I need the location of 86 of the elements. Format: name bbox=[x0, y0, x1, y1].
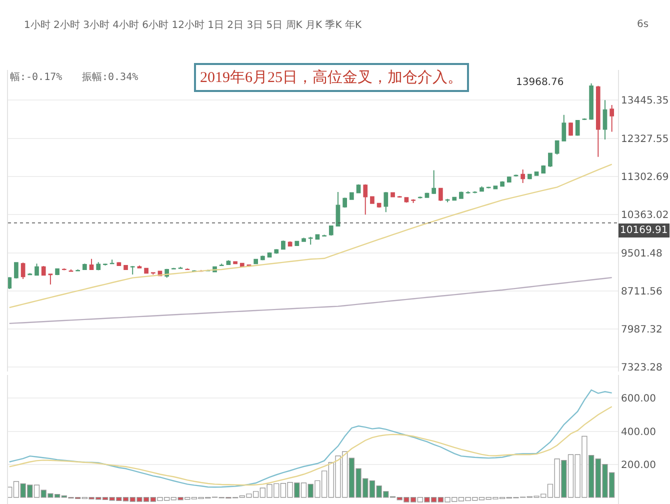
candlestick bbox=[342, 197, 348, 208]
candlestick bbox=[89, 258, 94, 270]
y-tick-label: 400.00 bbox=[621, 426, 656, 438]
candlestick bbox=[294, 240, 300, 246]
candlestick bbox=[541, 164, 546, 174]
candlestick bbox=[8, 276, 12, 290]
candlestick bbox=[254, 258, 258, 265]
candlestick bbox=[178, 266, 183, 270]
candlestick bbox=[124, 264, 128, 270]
candlestick bbox=[466, 190, 470, 194]
candlestick bbox=[172, 267, 176, 270]
y-tick-label: 600.00 bbox=[621, 394, 656, 405]
candlestick bbox=[589, 82, 594, 120]
candlestick bbox=[137, 265, 142, 269]
candlestick bbox=[34, 263, 39, 276]
candlestick bbox=[76, 268, 80, 272]
y-tick-label: 12327.55 bbox=[621, 134, 669, 145]
candlestick bbox=[328, 224, 334, 236]
candlestick bbox=[411, 198, 416, 204]
annotation: 2019年6月25日，高位金叉，加仓介入。 bbox=[200, 69, 462, 86]
candlestick bbox=[404, 196, 409, 204]
line-series bbox=[8, 389, 612, 488]
candlestick bbox=[226, 260, 231, 266]
candlestick bbox=[356, 184, 361, 194]
candlestick bbox=[48, 273, 53, 285]
candlestick bbox=[41, 265, 46, 276]
candlestick bbox=[575, 120, 580, 136]
candlestick bbox=[14, 262, 18, 280]
candlestick bbox=[116, 262, 122, 266]
y-tick-label: 200.00 bbox=[621, 460, 656, 471]
candlestick bbox=[260, 255, 265, 261]
line-series bbox=[8, 276, 612, 324]
y-tick-label: 8711.56 bbox=[621, 286, 662, 298]
candlestick bbox=[472, 190, 478, 194]
text: 1小时 2小时 3小时 4小时 6小时 12小时 1日 2日 3日 5日 周K 月K 季K 年K bbox=[24, 19, 362, 31]
y-tick-label: 13445.35 bbox=[621, 96, 669, 107]
y-tick-label: 9501.48 bbox=[621, 248, 662, 260]
candlestick bbox=[438, 187, 443, 202]
candlestick bbox=[610, 104, 614, 132]
candlestick bbox=[452, 196, 457, 202]
candlestick bbox=[480, 186, 484, 192]
candlestick bbox=[493, 185, 498, 190]
y-tick-label: 10363.02 bbox=[621, 210, 669, 222]
candlestick bbox=[363, 184, 368, 216]
candlestick bbox=[459, 191, 464, 200]
candlestick bbox=[506, 176, 512, 183]
candlestick bbox=[568, 122, 573, 136]
candlestick bbox=[350, 192, 354, 200]
candlestick bbox=[370, 196, 374, 204]
candlestick bbox=[336, 191, 340, 227]
annotation: 13968.76 bbox=[516, 77, 564, 88]
candlestick bbox=[130, 265, 135, 275]
candlestick bbox=[596, 85, 600, 158]
candlestick bbox=[390, 192, 395, 198]
candlestick bbox=[500, 180, 504, 187]
candlestick bbox=[308, 236, 313, 246]
ref-line-label: 10169.91 bbox=[620, 225, 668, 236]
candlestick bbox=[110, 259, 114, 265]
candlestick bbox=[432, 170, 436, 195]
candlestick bbox=[150, 272, 156, 276]
annotation: 振幅:0.34% bbox=[82, 71, 138, 83]
candlestick bbox=[562, 114, 566, 142]
candlestick bbox=[602, 100, 608, 140]
candlestick bbox=[274, 248, 279, 254]
candlestick bbox=[548, 152, 552, 168]
candlestick bbox=[233, 260, 238, 265]
line-series bbox=[8, 406, 612, 486]
candlestick bbox=[528, 173, 532, 180]
candlestick bbox=[281, 240, 286, 250]
candlestick bbox=[384, 192, 388, 213]
text: 6s bbox=[637, 19, 649, 30]
y-tick-label: 11302.69 bbox=[621, 172, 669, 183]
candlestick bbox=[68, 268, 74, 272]
candlestick bbox=[302, 237, 306, 242]
annotation: 幅:-0.17% bbox=[10, 71, 62, 83]
y-tick-label: 7323.28 bbox=[621, 362, 662, 374]
candlestick bbox=[520, 168, 526, 184]
candlestick bbox=[144, 267, 148, 274]
y-tick-label: 7987.32 bbox=[621, 324, 662, 336]
candlestick bbox=[82, 263, 87, 270]
candlestick bbox=[20, 262, 26, 280]
candlestick bbox=[55, 268, 60, 276]
line-series bbox=[8, 164, 612, 308]
candlestick bbox=[28, 272, 32, 276]
candlestick bbox=[554, 140, 560, 156]
candlestick bbox=[96, 262, 101, 271]
